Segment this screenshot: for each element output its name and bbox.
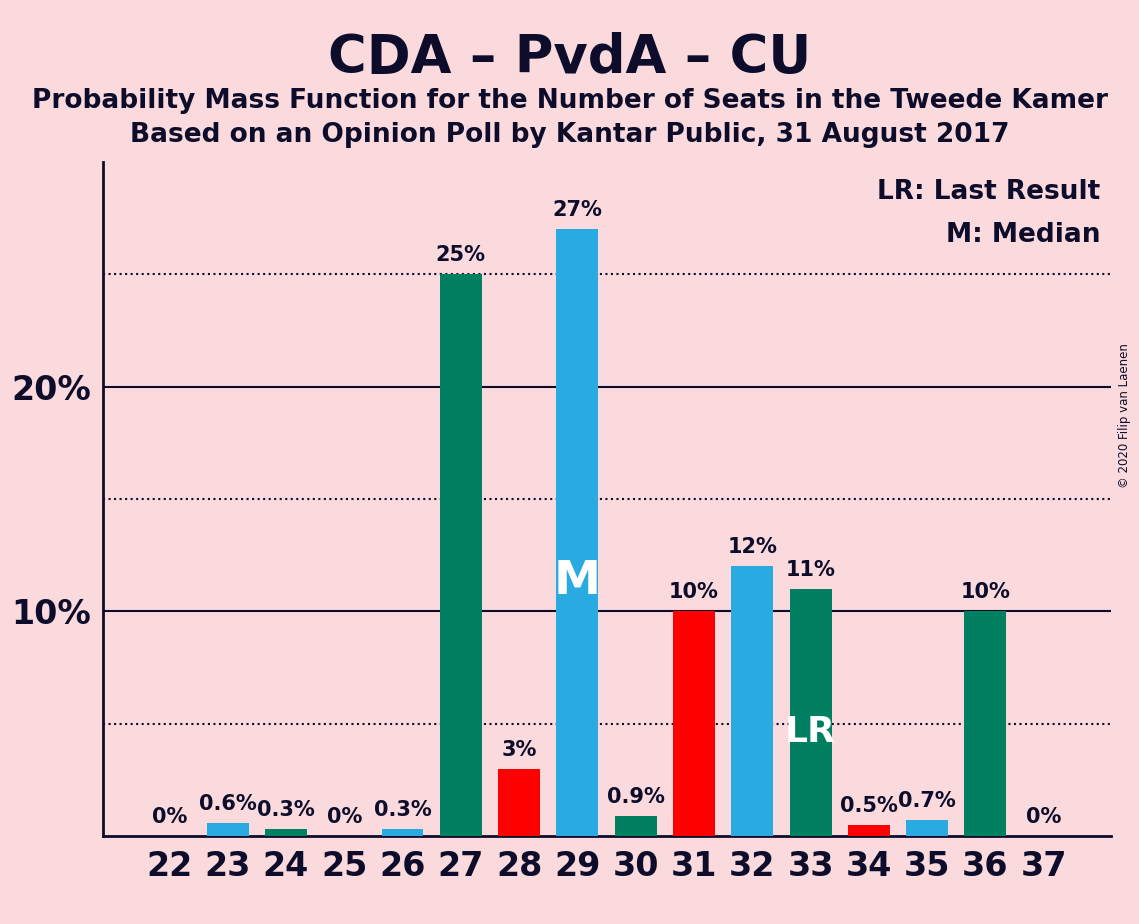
Bar bbox=[965, 612, 1007, 836]
Bar bbox=[731, 566, 773, 836]
Text: M: Median: M: Median bbox=[947, 223, 1100, 249]
Bar bbox=[206, 822, 248, 836]
Bar bbox=[265, 830, 306, 836]
Bar bbox=[440, 274, 482, 836]
Bar bbox=[907, 821, 948, 836]
Text: CDA – PvdA – CU: CDA – PvdA – CU bbox=[328, 32, 811, 84]
Bar bbox=[382, 830, 424, 836]
Text: 0%: 0% bbox=[327, 808, 362, 827]
Text: Probability Mass Function for the Number of Seats in the Tweede Kamer: Probability Mass Function for the Number… bbox=[32, 88, 1107, 114]
Bar bbox=[498, 769, 540, 836]
Text: 0%: 0% bbox=[151, 808, 187, 827]
Text: 3%: 3% bbox=[501, 740, 536, 760]
Text: 0.3%: 0.3% bbox=[257, 800, 314, 821]
Text: 10%: 10% bbox=[960, 582, 1010, 602]
Bar bbox=[615, 816, 657, 836]
Text: © 2020 Filip van Laenen: © 2020 Filip van Laenen bbox=[1118, 344, 1131, 488]
Text: 0.5%: 0.5% bbox=[839, 796, 898, 816]
Bar bbox=[556, 229, 598, 836]
Text: LR: Last Result: LR: Last Result bbox=[877, 178, 1100, 204]
Text: 0.6%: 0.6% bbox=[198, 794, 256, 814]
Text: Based on an Opinion Poll by Kantar Public, 31 August 2017: Based on an Opinion Poll by Kantar Publi… bbox=[130, 122, 1009, 148]
Text: 0.9%: 0.9% bbox=[607, 787, 664, 807]
Text: 10%: 10% bbox=[669, 582, 719, 602]
Text: 0.7%: 0.7% bbox=[899, 792, 956, 811]
Bar bbox=[847, 825, 890, 836]
Text: 0%: 0% bbox=[1026, 808, 1062, 827]
Text: 11%: 11% bbox=[786, 560, 836, 580]
Text: 27%: 27% bbox=[552, 201, 603, 220]
Bar bbox=[789, 589, 831, 836]
Text: 12%: 12% bbox=[728, 538, 777, 557]
Text: LR: LR bbox=[785, 715, 836, 749]
Text: 25%: 25% bbox=[436, 245, 485, 265]
Bar bbox=[673, 612, 715, 836]
Text: 0.3%: 0.3% bbox=[374, 800, 432, 821]
Text: M: M bbox=[554, 559, 601, 603]
